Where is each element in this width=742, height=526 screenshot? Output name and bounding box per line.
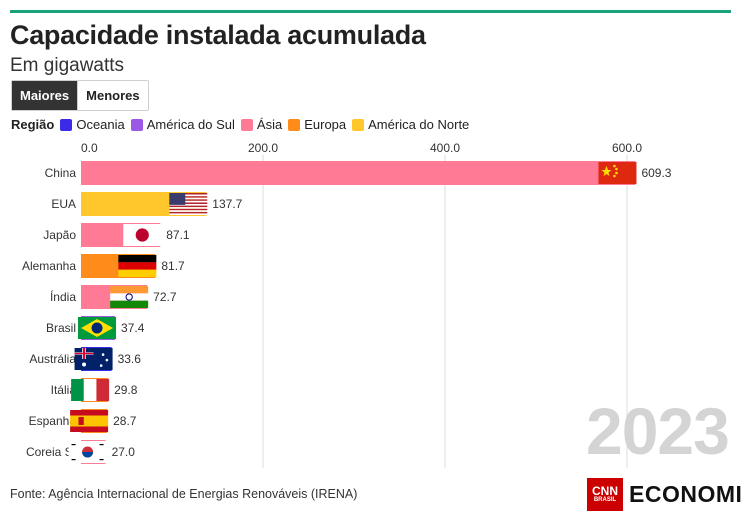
bar-value-label: 29.8 bbox=[114, 383, 138, 397]
legend-label: Ásia bbox=[256, 117, 283, 132]
legend-item-america-do-norte[interactable]: América do Norte bbox=[352, 117, 469, 132]
bar-category-label: EUA bbox=[51, 197, 76, 211]
bar-category-label: Espanha bbox=[29, 414, 77, 428]
legend-label: América do Sul bbox=[146, 117, 235, 132]
bar-value-label: 137.7 bbox=[212, 197, 242, 211]
bar-category-label: Índia bbox=[50, 289, 76, 304]
legend-label: Oceania bbox=[76, 117, 125, 132]
legend-swatch bbox=[240, 118, 253, 131]
x-tick-label: 400.0 bbox=[430, 141, 460, 155]
legend-swatch bbox=[60, 118, 73, 131]
legend-item-america-do-sul[interactable]: América do Sul bbox=[130, 117, 235, 132]
brazil-flag-icon bbox=[78, 317, 117, 339]
bar-category-label: Alemanha bbox=[22, 259, 76, 273]
legend: Região Oceania América do Sul Ásia Europ… bbox=[11, 117, 475, 132]
cnn-logo-subtext: BRASIL bbox=[593, 496, 617, 503]
japan-flag-icon bbox=[123, 224, 162, 246]
legend-title: Região bbox=[11, 117, 55, 132]
legend-swatch bbox=[288, 118, 301, 131]
germany-flag-icon bbox=[118, 255, 157, 277]
x-tick-label: 600.0 bbox=[612, 141, 642, 155]
legend-label: América do Norte bbox=[368, 117, 470, 132]
bar-category-label: Japão bbox=[43, 228, 76, 242]
bar-category-label: Brasil bbox=[46, 321, 76, 335]
bar-category-label: Coreia S. bbox=[26, 445, 76, 459]
legend-swatch bbox=[352, 118, 365, 131]
bar-value-label: 28.7 bbox=[113, 414, 137, 428]
top-rule bbox=[10, 10, 731, 13]
legend-item-asia[interactable]: Ásia bbox=[240, 117, 283, 132]
bar-category-label: China bbox=[45, 166, 77, 180]
bar-value-label: 81.7 bbox=[161, 259, 185, 273]
bar-category-label: Itália bbox=[51, 383, 77, 397]
chart-subtitle: Em gigawatts bbox=[10, 55, 125, 76]
chart-title: Capacidade instalada acumulada bbox=[10, 20, 426, 50]
cnn-logo-text: CNN bbox=[592, 483, 618, 498]
x-tick-label: 200.0 bbox=[248, 141, 278, 155]
bar-category-label: Austrália bbox=[29, 352, 76, 366]
italy-flag-icon bbox=[71, 379, 110, 401]
south-korea-flag-icon bbox=[68, 441, 107, 463]
economia-logo-text: ECONOMIA bbox=[629, 481, 742, 507]
size-toggle: Maiores Menores bbox=[11, 80, 149, 111]
legend-label: Europa bbox=[304, 117, 347, 132]
bar-value-label: 37.4 bbox=[121, 321, 145, 335]
toggle-maiores-button[interactable]: Maiores bbox=[12, 81, 78, 110]
bar-value-label: 33.6 bbox=[118, 352, 142, 366]
china-flag-icon bbox=[598, 162, 637, 184]
legend-item-oceania[interactable]: Oceania bbox=[60, 117, 125, 132]
australia-flag-icon bbox=[74, 348, 113, 370]
source-note: Fonte: Agência Internacional de Energias… bbox=[10, 487, 358, 501]
legend-item-europa[interactable]: Europa bbox=[288, 117, 346, 132]
legend-swatch bbox=[130, 118, 143, 131]
cnn-economia-logo: CNN BRASIL ECONOMIA bbox=[587, 478, 742, 511]
india-flag-icon bbox=[110, 286, 149, 308]
bar-value-label: 72.7 bbox=[153, 290, 177, 304]
bar-value-label: 27.0 bbox=[112, 445, 136, 459]
usa-flag-icon bbox=[169, 193, 208, 215]
spain-flag-icon bbox=[70, 410, 109, 432]
bar-value-label: 87.1 bbox=[166, 228, 190, 242]
bar-value-label: 609.3 bbox=[641, 166, 671, 180]
x-tick-label: 0.0 bbox=[81, 141, 98, 155]
toggle-menores-button[interactable]: Menores bbox=[77, 81, 148, 110]
year-label: 2023 bbox=[586, 394, 730, 468]
bar bbox=[81, 161, 636, 185]
cnn-logo-box: CNN BRASIL bbox=[587, 478, 623, 511]
